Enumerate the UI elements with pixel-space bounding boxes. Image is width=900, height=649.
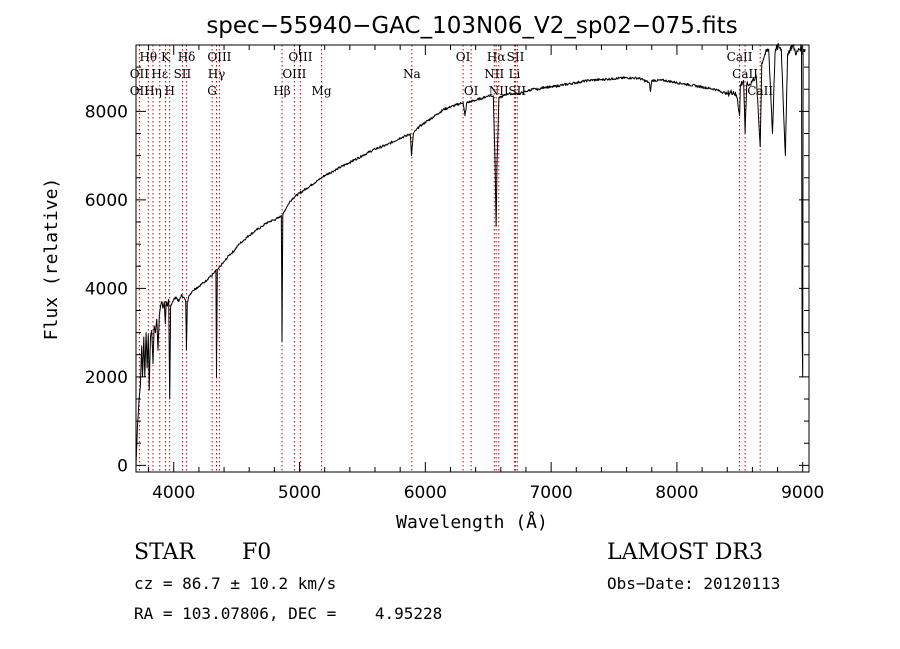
object-subclass: F0 xyxy=(242,540,272,565)
y-tick-label-2000: 2000 xyxy=(85,368,128,388)
x-axis-ticks: 4000 5000 6000 7000 8000 9000 xyxy=(148,45,824,503)
survey-name: LAMOST DR3 xyxy=(607,540,763,565)
x-tick-label-7000: 7000 xyxy=(529,483,572,503)
line-label-0: Hθ xyxy=(139,50,157,64)
plot-frame xyxy=(135,44,810,473)
line-label-14: Hβ xyxy=(273,84,290,98)
y-tick-label-8000: 8000 xyxy=(85,102,128,122)
y-axis-label: Flux (relative) xyxy=(41,178,62,341)
line-label-18: OI xyxy=(464,84,479,98)
line-label-15: Mg xyxy=(312,84,332,98)
line-label-2: OII xyxy=(130,84,150,98)
y-axis-ticks: 0 2000 4000 6000 8000 xyxy=(85,66,809,476)
coordinates-text: RA = 103.07806, DEC = 4.95228 xyxy=(134,604,443,623)
line-label-1: OII xyxy=(130,67,150,81)
spectrum-series xyxy=(135,43,806,466)
x-tick-label-6000: 6000 xyxy=(404,483,447,503)
spectral-line-markers xyxy=(138,45,761,472)
x-tick-label-9000: 9000 xyxy=(781,483,824,503)
line-label-12: OIII xyxy=(288,50,312,64)
line-label-21: NII xyxy=(484,67,504,81)
line-label-3: Hε xyxy=(151,67,168,81)
line-label-22: Li xyxy=(508,67,520,81)
line-label-16: Na xyxy=(403,67,421,81)
line-label-10: Hγ xyxy=(208,67,226,81)
spectrum-line xyxy=(135,43,806,466)
line-label-7: H xyxy=(164,84,174,98)
line-label-19: Hα xyxy=(487,50,506,64)
line-label-9: OIII xyxy=(207,50,231,64)
x-tick-label-5000: 5000 xyxy=(278,483,321,503)
object-class: STAR xyxy=(134,540,195,565)
line-label-25: CaII xyxy=(727,50,753,64)
y-tick-label-4000: 4000 xyxy=(85,279,128,299)
line-label-27: CaII xyxy=(747,84,773,98)
x-axis-label: Wavelength (Å) xyxy=(396,511,548,533)
x-tick-label-8000: 8000 xyxy=(655,483,698,503)
line-label-8: Hδ xyxy=(178,50,196,64)
redshift-text: cz = 86.7 ± 10.2 km/s xyxy=(134,574,337,593)
line-label-11: G xyxy=(207,84,217,98)
line-label-17: OI xyxy=(456,50,471,64)
line-label-5: K xyxy=(161,50,171,64)
line-label-20: SII xyxy=(507,50,525,64)
y-tick-label-0: 0 xyxy=(117,456,128,476)
line-label-13: OIII xyxy=(282,67,306,81)
line-label-4: Hη xyxy=(144,84,162,98)
line-label-6: SII xyxy=(174,67,192,81)
x-tick-label-4000: 4000 xyxy=(152,483,195,503)
line-label-26: CaII xyxy=(732,67,758,81)
obs-date: Obs−Date: 20120113 xyxy=(607,574,781,593)
y-tick-label-6000: 6000 xyxy=(85,191,128,211)
chart-title: spec−55940−GAC_103N06_V2_sp02−075.fits xyxy=(206,13,737,39)
